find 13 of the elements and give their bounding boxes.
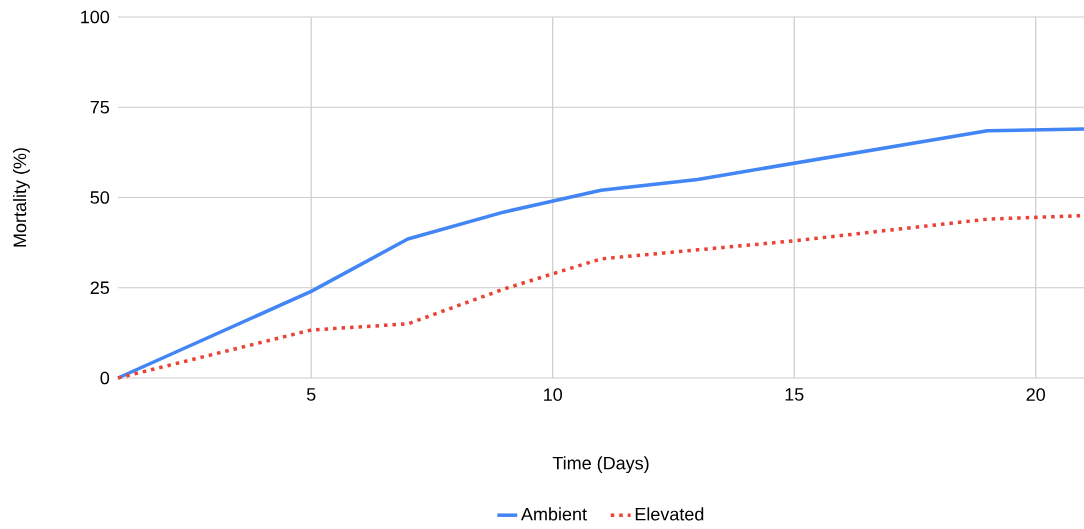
x-tick-label: 20 [1026,388,1046,401]
legend-label: Elevated [635,507,704,521]
legend-label: Ambient [521,507,587,521]
x-axis-title: Time (Days) [552,456,649,474]
y-tick-label: 75 [90,100,110,114]
x-tick-label: 15 [785,388,804,401]
y-tick-label: 50 [90,191,110,204]
x-tick-label: 10 [544,388,563,401]
y-tick-label: 25 [90,281,110,295]
x-tick-label: 5 [306,388,316,401]
y-tick-label: 100 [81,10,110,24]
y-axis-title: Mortality (%) [13,148,30,247]
y-tick-label: 0 [100,371,110,385]
